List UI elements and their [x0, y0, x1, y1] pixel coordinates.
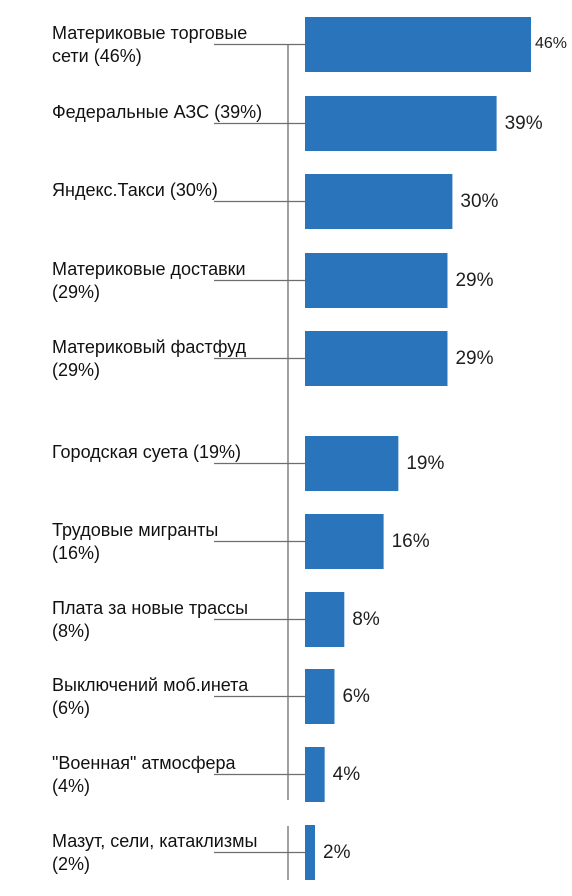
value-label: 39%: [504, 112, 543, 134]
value-label: 19%: [406, 452, 445, 474]
category-label: Яндекс.Такси (30%): [52, 179, 218, 200]
category-label: Федеральные АЗС (39%): [52, 101, 263, 122]
category-label: Мазут, сели, катаклизмы (2%): [52, 830, 258, 874]
bar: [305, 669, 335, 724]
category-label: Плата за новые трассы (8%): [52, 597, 249, 641]
bar: [305, 747, 325, 802]
value-label: 30%: [460, 190, 499, 212]
value-label: 16%: [391, 530, 430, 552]
category-label: Выключений моб.инета (6%): [52, 674, 249, 718]
bar: [305, 514, 384, 569]
bar: [305, 592, 345, 647]
value-label: 4%: [332, 763, 361, 785]
category-label: Трудовые мигранты (16%): [52, 519, 219, 563]
bar: [305, 253, 448, 308]
bar: [305, 825, 315, 880]
value-label: 8%: [352, 608, 380, 630]
bar: [305, 331, 448, 386]
bar: [305, 96, 497, 151]
value-label: 6%: [342, 685, 370, 707]
category-label: Городская суета (19%): [52, 441, 241, 462]
category-label: Материковые торговые сети (46%): [52, 22, 248, 66]
bar: [305, 174, 453, 229]
category-label: Материковый фастфуд (29%): [52, 336, 247, 380]
category-label: "Военная" атмосфера (4%): [52, 752, 236, 796]
value-label: 29%: [455, 347, 494, 369]
value-label: 29%: [455, 269, 494, 291]
category-label: Материковые доставки (29%): [52, 258, 246, 302]
bar: [305, 436, 399, 491]
value-label: 46%: [535, 35, 568, 52]
value-label: 2%: [323, 841, 351, 863]
bar: [305, 17, 531, 72]
